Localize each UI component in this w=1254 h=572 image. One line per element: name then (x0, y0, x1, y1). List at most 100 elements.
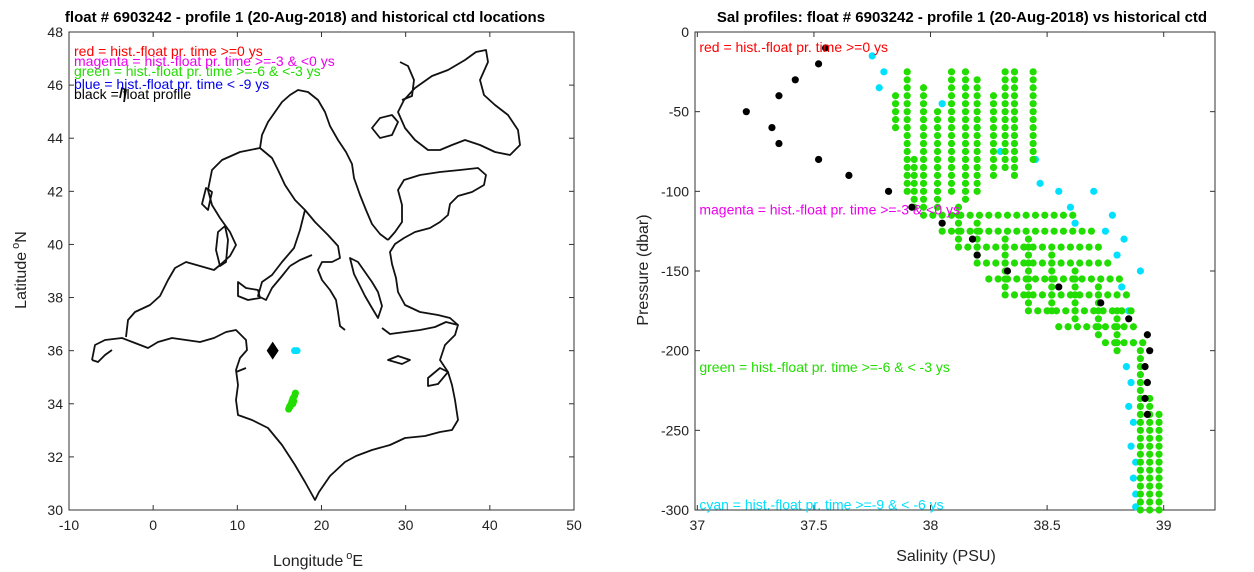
float-profile-point (814, 60, 823, 68)
map-xtick-label: 50 (566, 517, 582, 533)
float-profile-point (1097, 299, 1105, 307)
map-ylabel: Latitude oN (10, 231, 30, 309)
green-profile-point (1010, 155, 1019, 164)
float-profile-point (775, 92, 783, 100)
green-profile-point (961, 68, 970, 76)
cyan-profile-point (938, 100, 946, 108)
cyan-profile-point (1125, 402, 1133, 411)
green-profile-point (1001, 139, 1009, 148)
green-profile-point (1059, 227, 1068, 235)
green-profile-point (938, 211, 946, 219)
green-profile-point (1001, 68, 1009, 76)
profile-xtick-label: 38.5 (1033, 517, 1060, 533)
green-profile-point (947, 116, 956, 124)
green-profile-point (1024, 235, 1033, 243)
green-profile-point (1069, 227, 1077, 235)
green-profile-point (947, 171, 956, 179)
green-profile-point (1099, 307, 1107, 315)
profile-points (742, 44, 1163, 514)
green-profile-point (1010, 68, 1019, 76)
green-profile-point (1003, 227, 1012, 235)
green-profile-point (1118, 307, 1126, 315)
green-profile-point (1085, 291, 1093, 299)
green-profile-point (903, 100, 911, 108)
green-profile-point (1069, 211, 1077, 219)
green-profile-point (1094, 259, 1103, 267)
green-profile-point (933, 147, 942, 156)
green-profile-point (1101, 323, 1110, 331)
green-profile-point (1029, 68, 1037, 76)
green-profile-point (1055, 323, 1063, 331)
green-profile-point (947, 179, 956, 187)
map-coastline (91, 49, 521, 501)
cyan-profile-point (875, 84, 883, 92)
green-profile-point (973, 92, 981, 100)
green-profile-point (1024, 283, 1033, 291)
green-profile-point (973, 76, 981, 84)
map-xlabel-text: Longitude (273, 553, 343, 570)
green-profile-point (1020, 259, 1028, 267)
green-profile-point (1111, 323, 1119, 331)
green-profile-point (1059, 211, 1068, 219)
cyan-profile-point (1066, 203, 1075, 211)
profile-xlabel: Salinity (PSU) (896, 548, 996, 565)
green-profile-point (1010, 76, 1019, 84)
green-profile-point (1066, 291, 1075, 299)
green-profile-point (1001, 147, 1009, 156)
green-profile-point (933, 171, 942, 179)
green-profile-point (973, 139, 981, 148)
green-profile-point (973, 155, 981, 164)
green-profile-point (1146, 506, 1154, 514)
green-profile-point (910, 187, 918, 195)
green-profile-point (947, 100, 956, 108)
green-profile-point (994, 211, 1002, 219)
green-profile-point (1146, 474, 1154, 482)
green-profile-point (1024, 251, 1033, 259)
green-profile-point (954, 203, 963, 211)
green-profile-point (919, 147, 928, 156)
green-profile-point (947, 131, 956, 140)
green-profile-point (1155, 498, 1163, 506)
green-profile-point (891, 116, 900, 124)
green-profile-point (903, 179, 911, 187)
green-profile-point (903, 155, 911, 164)
green-profile-point (1146, 482, 1154, 490)
green-profile-point (994, 227, 1002, 235)
green-profile-point (1001, 100, 1009, 108)
map-xtick-label: 0 (149, 517, 157, 533)
green-profile-point (1113, 331, 1121, 339)
green-profile-point (989, 155, 998, 164)
green-profile-point (947, 76, 956, 84)
float-profile-point (1143, 378, 1151, 387)
green-profile-point (1048, 251, 1056, 259)
green-profile-point (975, 227, 984, 235)
green-profile-point (1029, 76, 1037, 84)
profile-ytick-label: -150 (661, 263, 689, 279)
green-profile-point (1029, 131, 1037, 140)
green-profile-point (919, 187, 928, 195)
float-profile-point (1055, 283, 1063, 291)
green-profile-point (1010, 171, 1019, 179)
green-profile-point (1076, 243, 1084, 251)
green-profile-point (961, 116, 970, 124)
green-profile-point (964, 243, 972, 251)
green-profile-point (1010, 116, 1019, 124)
green-profile-point (1136, 490, 1144, 498)
green-profile-point (1024, 299, 1033, 307)
green-profile-point (1155, 466, 1163, 474)
green-profile-point (1155, 442, 1163, 450)
green-profile-point (1010, 84, 1019, 92)
cyan-profile-point (1118, 283, 1126, 291)
green-profile-point (919, 139, 928, 148)
green-profile-point (1122, 291, 1130, 299)
green-profile-point (919, 171, 928, 179)
green-profile-point (1010, 147, 1019, 156)
green-profile-point (1146, 498, 1154, 506)
green-profile-point (903, 68, 911, 76)
green-profile-point (1010, 163, 1019, 172)
green-profile-point (1071, 283, 1079, 291)
green-profile-point (903, 84, 911, 92)
green-profile-point (989, 147, 998, 156)
green-profile-point (1129, 323, 1137, 331)
green-profile-point (1146, 442, 1154, 450)
